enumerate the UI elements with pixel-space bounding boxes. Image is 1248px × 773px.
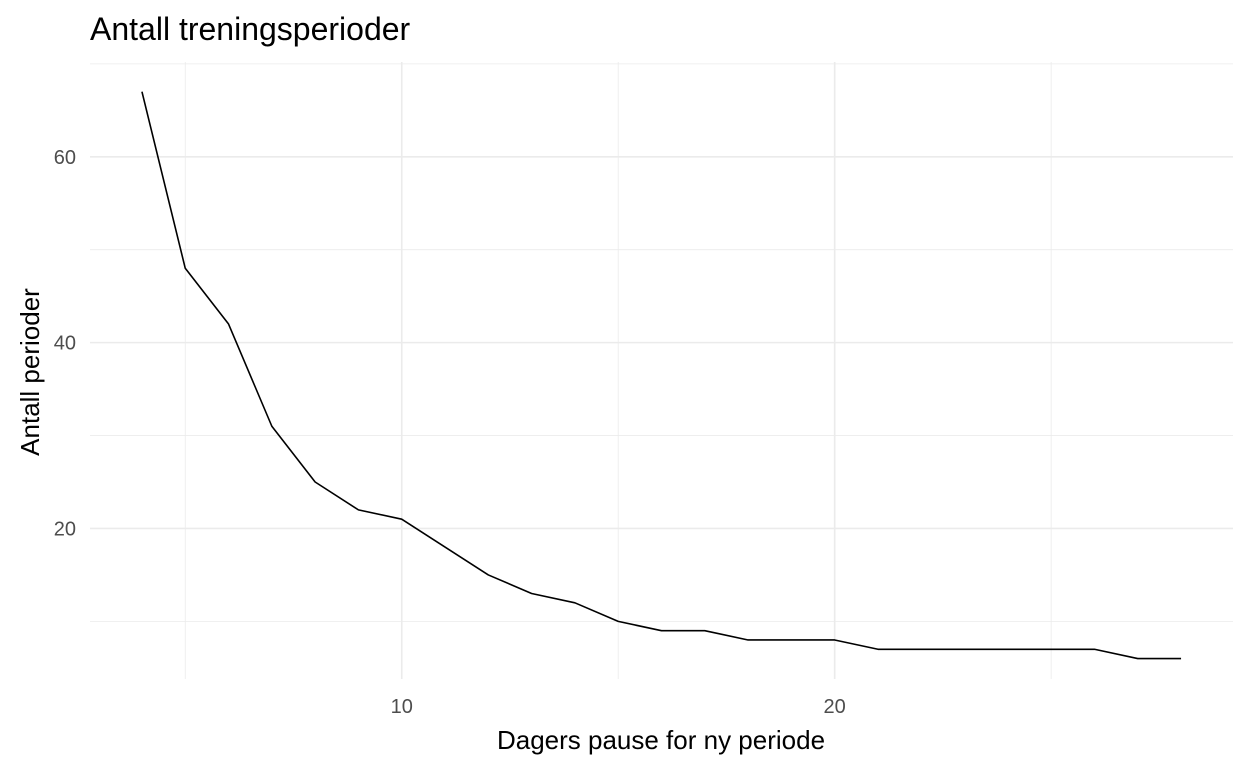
chart-title: Antall treningsperioder: [90, 11, 411, 47]
x-axis-title: Dagers pause for ny periode: [497, 725, 825, 755]
x-tick-label: 10: [391, 696, 413, 718]
y-axis-tick-labels: 20 40 60: [54, 147, 76, 541]
y-tick-label: 40: [54, 333, 76, 355]
series-line: [141, 91, 1182, 660]
x-tick-label: 20: [824, 696, 846, 718]
major-grid: [90, 62, 1233, 679]
y-tick-label: 60: [54, 147, 76, 169]
y-tick-label: 20: [54, 518, 76, 540]
y-axis-title: Antall perioder: [15, 288, 45, 456]
x-axis-tick-labels: 10 20: [391, 696, 846, 718]
minor-grid: [90, 62, 1233, 679]
